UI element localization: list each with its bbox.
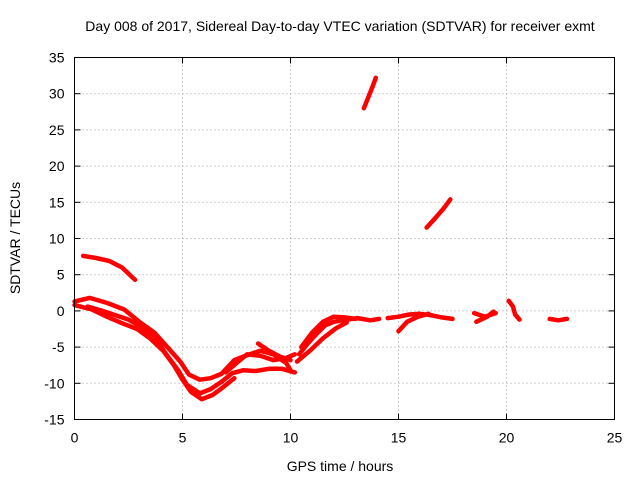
data-series	[72, 75, 570, 402]
series-track-3	[72, 302, 237, 402]
x-tick-label: 20	[499, 430, 515, 446]
x-axis-label: GPS time / hours	[287, 458, 394, 474]
y-tick-label: 35	[49, 50, 65, 66]
y-tick-labels: -15 -10 -5 0 5 10 15 20 25 30 35	[44, 50, 64, 428]
series-track-13	[474, 309, 496, 325]
series-track-11	[396, 311, 431, 334]
y-tick-label: 5	[57, 267, 65, 283]
y-tick-label: -10	[44, 375, 64, 391]
y-tick-label: 10	[49, 231, 65, 247]
x-tick-label: 0	[71, 430, 79, 446]
x-tick-label: 25	[607, 430, 623, 446]
series-track-2	[72, 295, 293, 382]
y-tick-label: -15	[44, 412, 64, 428]
series-track-4	[85, 304, 298, 396]
y-tick-label: -5	[52, 339, 65, 355]
y-tick-label: 15	[49, 194, 65, 210]
chart-title: Day 008 of 2017, Sidereal Day-to-day VTE…	[85, 18, 594, 34]
series-track-8	[299, 314, 358, 350]
series-track-7	[296, 315, 382, 357]
y-tick-label: 20	[49, 158, 65, 174]
x-tick-label: 15	[391, 430, 407, 446]
series-track-16	[361, 75, 379, 111]
y-tick-label: 25	[49, 122, 65, 138]
series-track-14	[506, 298, 522, 322]
grid-lines	[74, 57, 615, 420]
y-tick-label: 0	[57, 303, 65, 319]
x-tick-labels: 0 5 10 15 20 25	[71, 430, 623, 446]
y-tick-label: 30	[49, 86, 65, 102]
series-track-6	[255, 341, 293, 363]
y-axis-label: SDTVAR / TECUs	[7, 182, 23, 294]
x-tick-label: 10	[283, 430, 299, 446]
x-tick-label: 5	[179, 430, 187, 446]
series-track-9	[294, 320, 349, 364]
series-track-15	[547, 316, 570, 323]
plot-frame	[74, 57, 615, 420]
series-track-17	[424, 197, 453, 230]
series-track-1	[80, 253, 138, 283]
